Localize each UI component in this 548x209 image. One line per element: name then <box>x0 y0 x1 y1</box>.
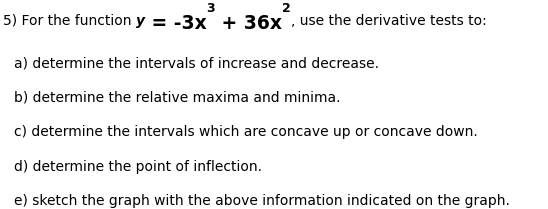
Text: b) determine the relative maxima and minima.: b) determine the relative maxima and min… <box>14 91 340 105</box>
Text: , use the derivative tests to:: , use the derivative tests to: <box>291 14 487 28</box>
Text: e) sketch the graph with the above information indicated on the graph.: e) sketch the graph with the above infor… <box>14 194 510 208</box>
Text: = -3x: = -3x <box>145 14 207 33</box>
Text: 5) For the function: 5) For the function <box>3 14 135 28</box>
Text: c) determine the intervals which are concave up or concave down.: c) determine the intervals which are con… <box>14 125 477 139</box>
Text: + 36x: + 36x <box>215 14 282 33</box>
Text: 3: 3 <box>207 2 215 15</box>
Text: a) determine the intervals of increase and decrease.: a) determine the intervals of increase a… <box>14 56 379 70</box>
Text: y: y <box>135 14 145 28</box>
Text: d) determine the point of inflection.: d) determine the point of inflection. <box>14 160 262 174</box>
Text: 2: 2 <box>282 2 291 15</box>
